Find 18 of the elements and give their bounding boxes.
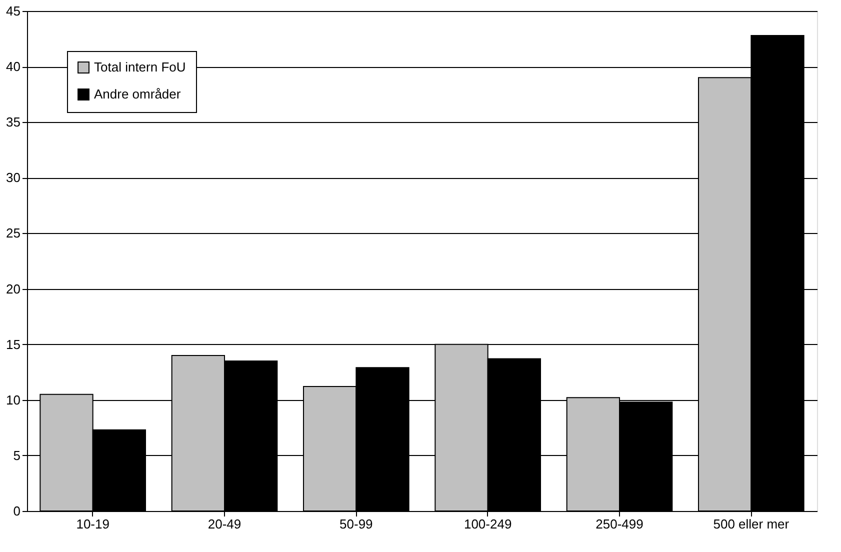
y-tick-label: 40 <box>6 59 20 74</box>
x-tick-label: 10-19 <box>76 516 110 532</box>
y-tick-label: 35 <box>6 114 20 130</box>
x-tick-label: 20-49 <box>208 516 242 532</box>
legend-label: Andre områder <box>94 86 182 102</box>
y-tick-label: 45 <box>6 4 20 18</box>
y-tick-label: 30 <box>6 170 20 186</box>
x-tick-label: 500 eller mer <box>713 516 790 532</box>
y-tick-label: 0 <box>13 504 20 518</box>
x-tick-label: 50-99 <box>340 516 373 532</box>
legend-label: Total intern FoU <box>94 60 186 74</box>
y-tick-label: 25 <box>6 226 20 241</box>
y-tick-label: 10 <box>6 392 20 408</box>
y-tick-label: 20 <box>6 281 20 296</box>
y-tick-label: 5 <box>13 448 20 463</box>
x-tick-label: 250-499 <box>596 516 644 532</box>
y-tick-label: 15 <box>6 336 20 352</box>
x-tick-label: 100-249 <box>464 516 512 532</box>
